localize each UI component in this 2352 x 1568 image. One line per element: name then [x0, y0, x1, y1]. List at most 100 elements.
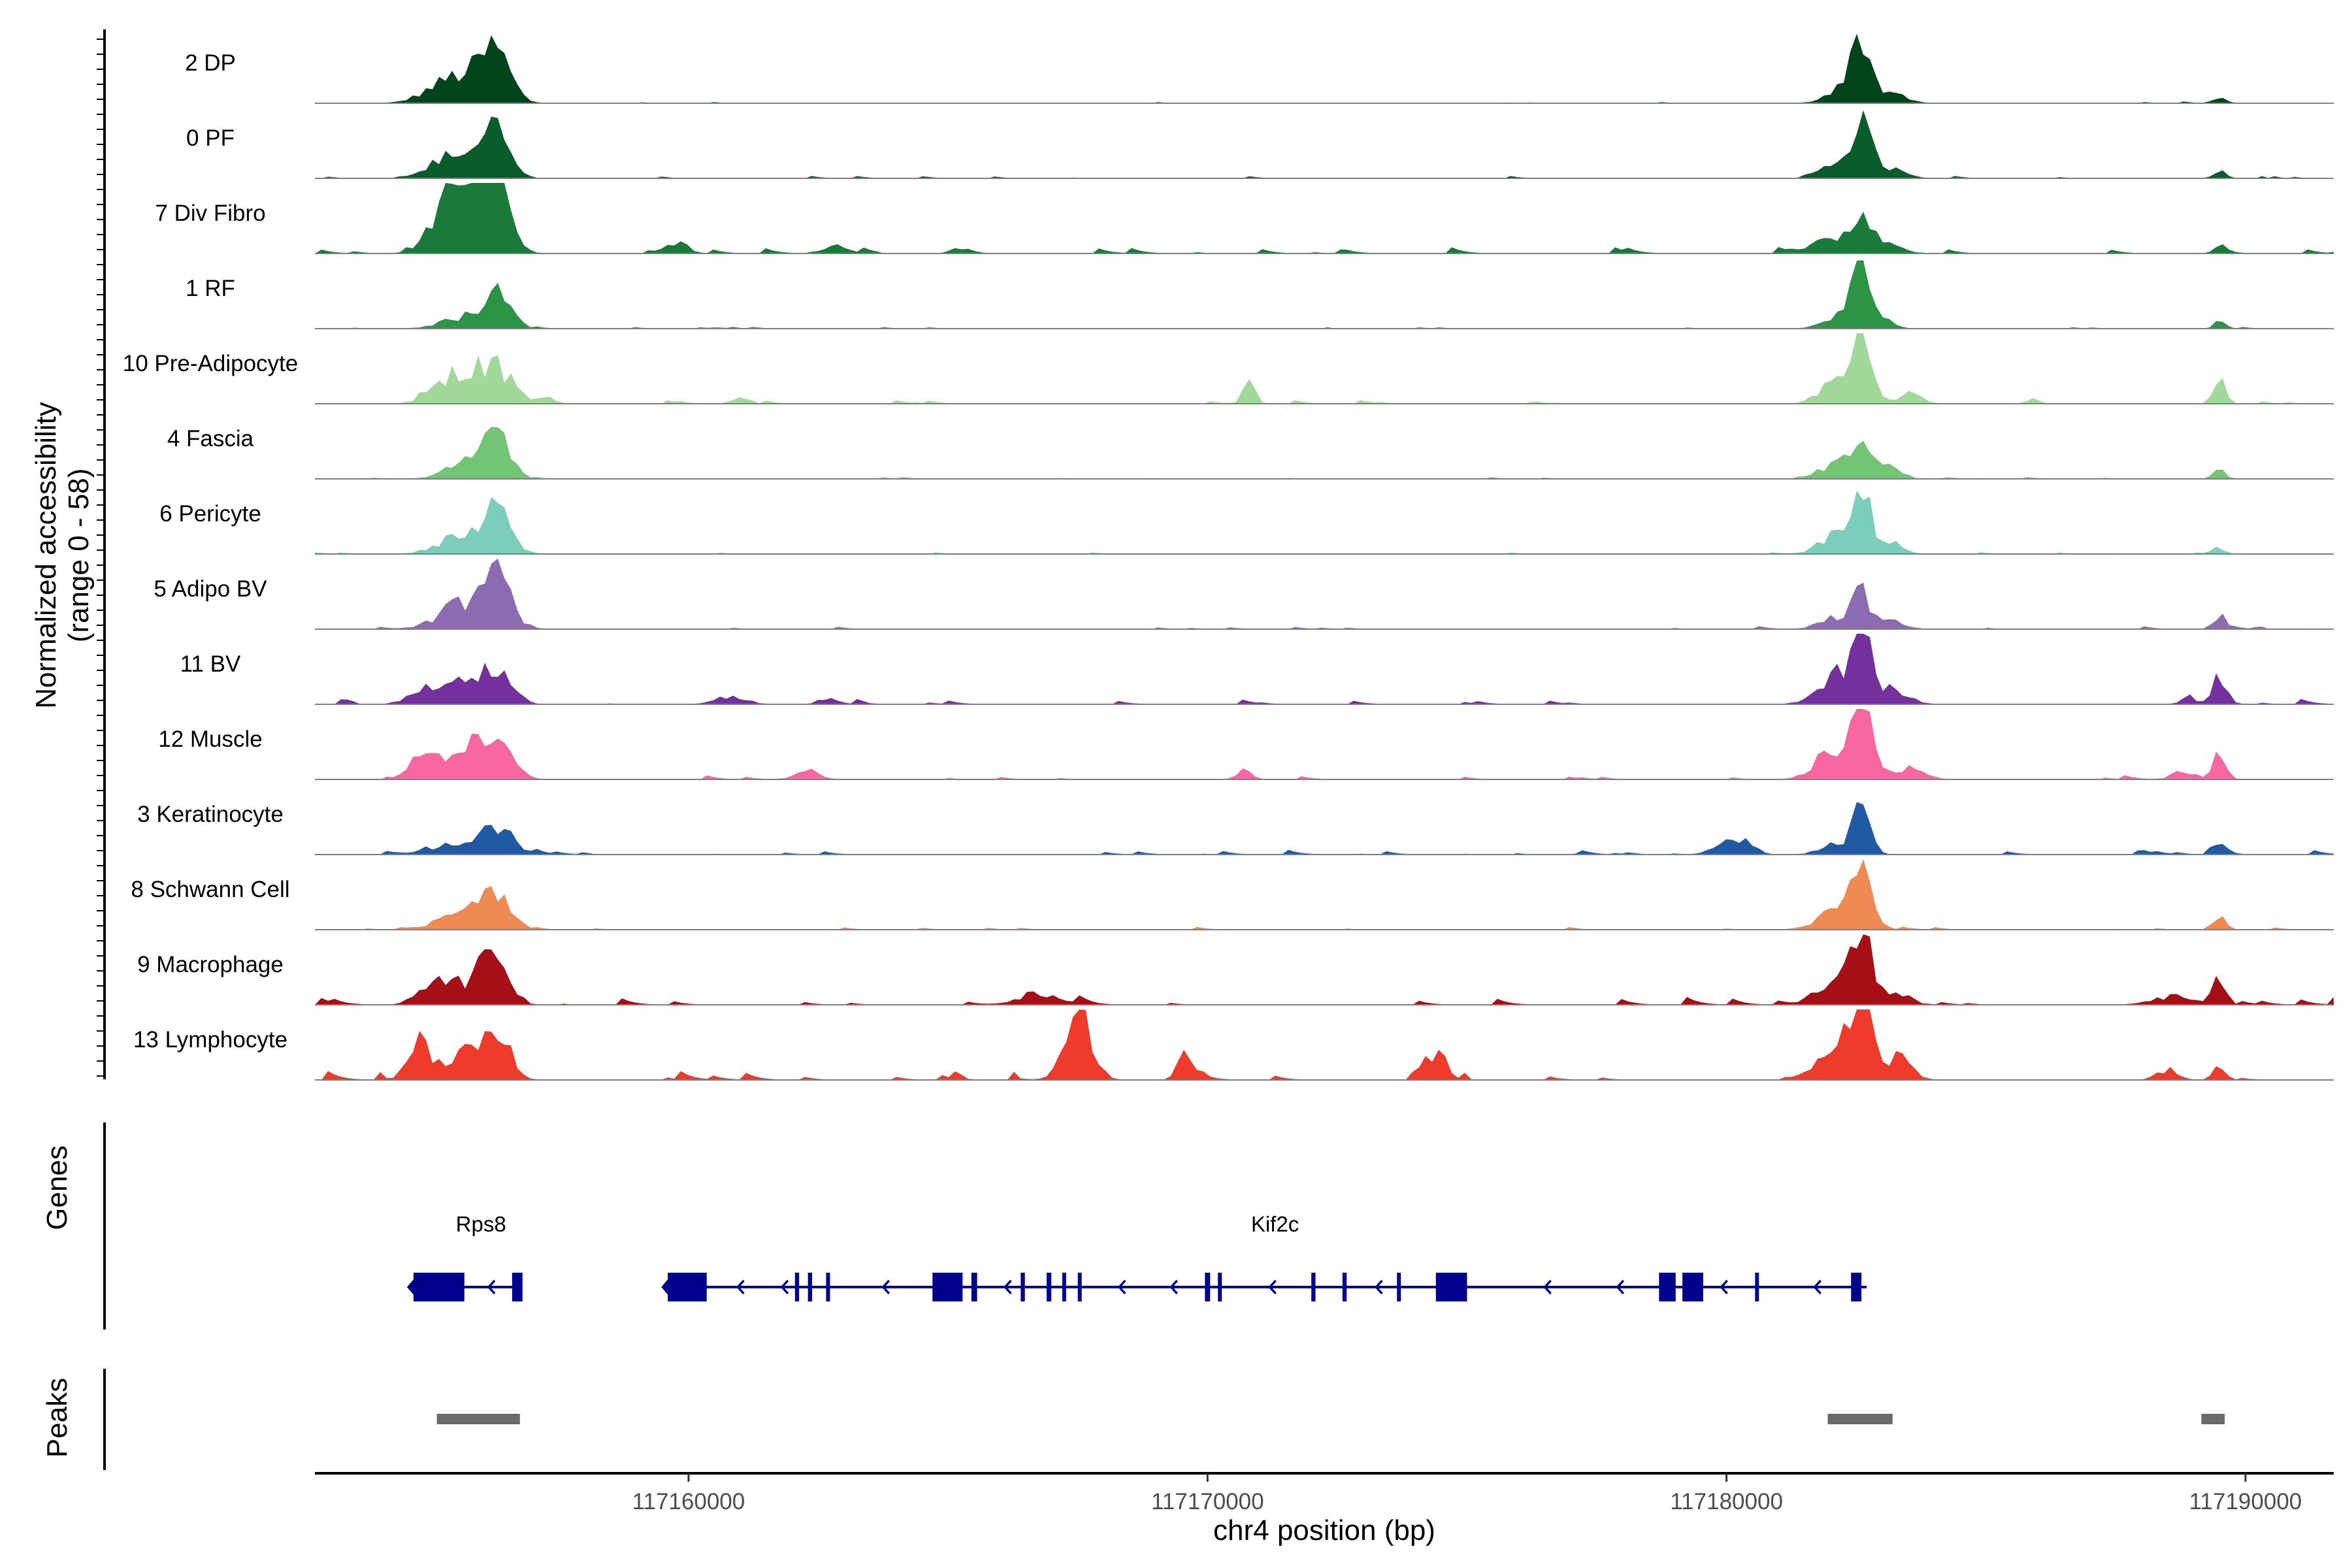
coverage-track: 7 Div Fibro — [155, 183, 2334, 254]
track-label: 12 Muscle — [158, 727, 263, 752]
coverage-area — [315, 427, 2334, 479]
track-label: 7 Div Fibro — [155, 201, 265, 226]
gene-exon — [1077, 1273, 1082, 1301]
coverage-y-ticks — [97, 39, 105, 1077]
coverage-area — [315, 859, 2334, 930]
gene-exon — [1342, 1273, 1347, 1301]
gene-exon — [932, 1273, 963, 1301]
coverage-track: 1 RF — [186, 260, 2334, 329]
coverage-track: 13 Lymphocyte — [133, 1009, 2334, 1081]
coverage-area — [315, 333, 2334, 404]
peak-region — [1827, 1414, 1893, 1424]
gene-name-label: Rps8 — [456, 1212, 506, 1236]
gene-exon — [1435, 1273, 1467, 1301]
gene-exon — [1659, 1273, 1676, 1301]
coverage-track: 3 Keratinocyte — [137, 802, 2334, 855]
coverage-track: 8 Schwann Cell — [131, 859, 2334, 930]
coverage-area — [315, 934, 2334, 1005]
track-label: 13 Lymphocyte — [133, 1027, 287, 1053]
genes-axis-title: Genes — [41, 1145, 73, 1230]
gene-exon — [826, 1273, 830, 1301]
coverage-area — [315, 634, 2334, 704]
x-tick-label: 117160000 — [632, 1489, 745, 1514]
track-label: 11 BV — [180, 651, 241, 677]
coverage-area — [315, 110, 2334, 178]
gene-exon — [794, 1273, 800, 1301]
track-label: 2 DP — [185, 50, 236, 76]
strand-arrow — [1813, 1279, 1821, 1295]
coverage-track: 0 PF — [186, 110, 2334, 179]
y-axis-title: Normalized accessibility (range 0 - 58) — [30, 402, 95, 708]
gene-exon — [1755, 1273, 1759, 1301]
x-axis-ticks: 117160000 117170000 117180000 117190000 — [632, 1473, 2302, 1514]
gene-exon — [971, 1273, 977, 1301]
track-label: 6 Pericyte — [159, 501, 261, 527]
coverage-area — [315, 260, 2334, 329]
coverage-area — [315, 183, 2334, 253]
coverage-track: 11 BV — [180, 634, 2334, 705]
coverage-area — [315, 33, 2334, 103]
gene-exon — [808, 1273, 812, 1301]
coverage-track: 10 Pre-Adipocyte — [123, 333, 2334, 404]
gene-exon — [1047, 1273, 1052, 1301]
y-axis-title-line2: (range 0 - 58) — [63, 468, 95, 643]
track-label: 8 Schwann Cell — [131, 877, 289, 902]
strand-arrow — [1720, 1279, 1728, 1295]
peak-region — [436, 1414, 520, 1424]
coverage-track: 4 Fascia — [167, 426, 2334, 480]
gene-exon — [1205, 1273, 1211, 1301]
strand-arrow — [1616, 1279, 1625, 1295]
gene-exon — [1397, 1273, 1401, 1301]
strand-arrow — [661, 1278, 670, 1296]
coverage-area — [315, 802, 2334, 855]
coverage-track: 12 Muscle — [158, 709, 2334, 780]
gene-model: Kif2c — [661, 1212, 1867, 1301]
peak-track — [436, 1414, 2225, 1424]
coverage-track: 9 Macrophage — [137, 934, 2334, 1005]
track-label: 9 Macrophage — [137, 952, 284, 977]
gene-exon — [1062, 1273, 1066, 1301]
y-axis-title-line1: Normalized accessibility — [30, 402, 62, 708]
x-tick-label: 117170000 — [1151, 1489, 1264, 1514]
gene-exon — [413, 1273, 465, 1301]
gene-track: Rps8 Kif2c — [406, 1212, 1867, 1301]
track-label: 4 Fascia — [167, 426, 254, 451]
coverage-tracks: 2 DP 0 PF 7 Div Fibro 1 RF 10 Pre-Adipocyte 4… — [123, 33, 2334, 1081]
track-label: 0 PF — [186, 125, 235, 151]
coverage-area — [315, 491, 2334, 554]
strand-arrow — [487, 1279, 496, 1295]
gene-exon — [1021, 1273, 1025, 1301]
gene-exon — [668, 1273, 707, 1301]
gene-exon — [512, 1273, 523, 1301]
gene-name-label: Kif2c — [1251, 1212, 1299, 1236]
gene-exon — [1218, 1273, 1222, 1301]
strand-arrow — [1117, 1279, 1126, 1295]
gene-exon — [1851, 1273, 1862, 1301]
strand-arrow — [736, 1279, 745, 1295]
x-axis-title: chr4 position (bp) — [1213, 1514, 1435, 1546]
track-label: 1 RF — [186, 276, 235, 301]
coverage-area — [315, 1009, 2334, 1080]
gene-model: Rps8 — [406, 1212, 523, 1301]
coverage-track: 6 Pericyte — [159, 491, 2334, 555]
strand-arrow — [1375, 1279, 1383, 1295]
strand-arrow — [780, 1279, 789, 1295]
gene-exon — [1682, 1273, 1703, 1301]
strand-arrow — [1543, 1279, 1552, 1295]
gene-exon — [1311, 1273, 1316, 1301]
track-label: 3 Keratinocyte — [137, 802, 284, 827]
coverage-track: 2 DP — [185, 33, 2334, 104]
track-label: 10 Pre-Adipocyte — [123, 351, 298, 376]
coverage-area — [315, 709, 2334, 779]
strand-arrow — [406, 1278, 415, 1296]
peaks-axis-title: Peaks — [41, 1378, 73, 1458]
strand-arrow — [881, 1279, 890, 1295]
track-label: 5 Adipo BV — [154, 576, 267, 602]
strand-arrow — [1004, 1279, 1012, 1295]
coverage-area — [315, 559, 2334, 629]
x-tick-label: 117190000 — [2189, 1489, 2302, 1514]
peak-region — [2201, 1414, 2225, 1424]
strand-arrow — [1268, 1279, 1277, 1295]
x-tick-label: 117180000 — [1670, 1489, 1783, 1514]
